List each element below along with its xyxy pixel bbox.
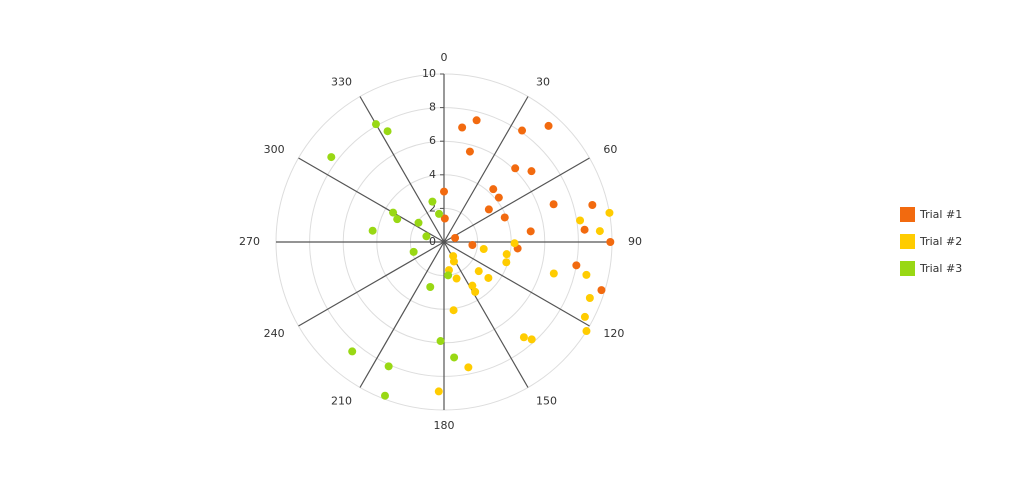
point [449,257,458,266]
point [393,215,402,224]
point [468,281,477,290]
point [489,185,498,194]
angle-tick-label: 30 [536,76,550,89]
r-tick-label: 8 [429,101,436,114]
spoke [359,241,445,388]
point [494,193,503,202]
point [527,335,536,344]
point [519,333,528,342]
point [435,209,444,218]
point [327,153,336,162]
point [452,274,461,283]
point [582,270,591,279]
r-tick-label: 4 [429,168,436,181]
point [544,121,553,130]
r-tick-label: 2 [429,201,436,214]
legend-swatch[interactable] [900,207,915,222]
point [368,226,377,235]
r-tick-label: 0 [429,235,436,248]
legend-label[interactable]: Trial #3 [919,262,962,275]
point [585,293,594,302]
angle-tick-label: 180 [434,419,455,432]
angle-tick-label: 300 [264,143,285,156]
point [471,287,480,296]
angle-tick-label: 210 [331,394,352,407]
point [527,167,536,176]
point [422,232,431,241]
legend-swatch[interactable] [900,234,915,249]
spoke [443,157,590,243]
point [479,245,488,254]
angle-tick-label: 0 [441,51,448,64]
point [348,347,357,356]
point [595,227,604,236]
angle-tick-label: 120 [603,327,624,340]
point [458,123,467,132]
point [500,213,509,222]
spoke [443,241,590,327]
point [468,240,477,249]
point [450,353,459,362]
point [572,261,581,270]
angle-tick-label: 240 [264,327,285,340]
point [414,218,423,227]
angle-tick-label: 60 [603,143,617,156]
angle-tick-label: 150 [536,394,557,407]
r-tick-label: 10 [422,67,436,80]
point [449,306,458,315]
point [580,312,589,321]
point [511,164,520,173]
point [580,225,589,234]
point [484,273,493,282]
point [549,200,558,209]
point [409,247,418,256]
point [502,250,511,259]
point [588,201,597,210]
point [436,337,445,346]
angle-tick-label: 90 [628,235,642,248]
legend-label[interactable]: Trial #2 [919,235,962,248]
point [428,197,437,206]
point [451,233,460,242]
point [465,147,474,156]
point [472,116,481,125]
spoke [298,241,445,327]
point [606,238,615,246]
point [576,216,585,225]
point [383,127,392,136]
point [371,120,380,129]
point [380,391,389,400]
legend-label[interactable]: Trial #1 [919,208,962,221]
point [384,362,393,371]
point [389,208,398,217]
point [444,271,453,280]
point [426,282,435,291]
point [502,258,511,267]
point [597,286,606,295]
point [440,187,448,196]
point [484,205,493,214]
spoke [443,96,529,243]
legend-swatch[interactable] [900,261,915,276]
angle-tick-label: 330 [331,76,352,89]
angle-tick-label: 270 [239,235,260,248]
point [526,227,535,236]
point [549,269,558,278]
point [510,239,519,248]
spoke [443,241,529,388]
point [605,208,614,217]
point [518,126,527,135]
point [474,267,483,276]
point [464,363,473,372]
spoke [298,157,445,243]
point [434,387,443,396]
point [582,327,591,336]
r-tick-label: 6 [429,134,436,147]
point [440,214,449,223]
